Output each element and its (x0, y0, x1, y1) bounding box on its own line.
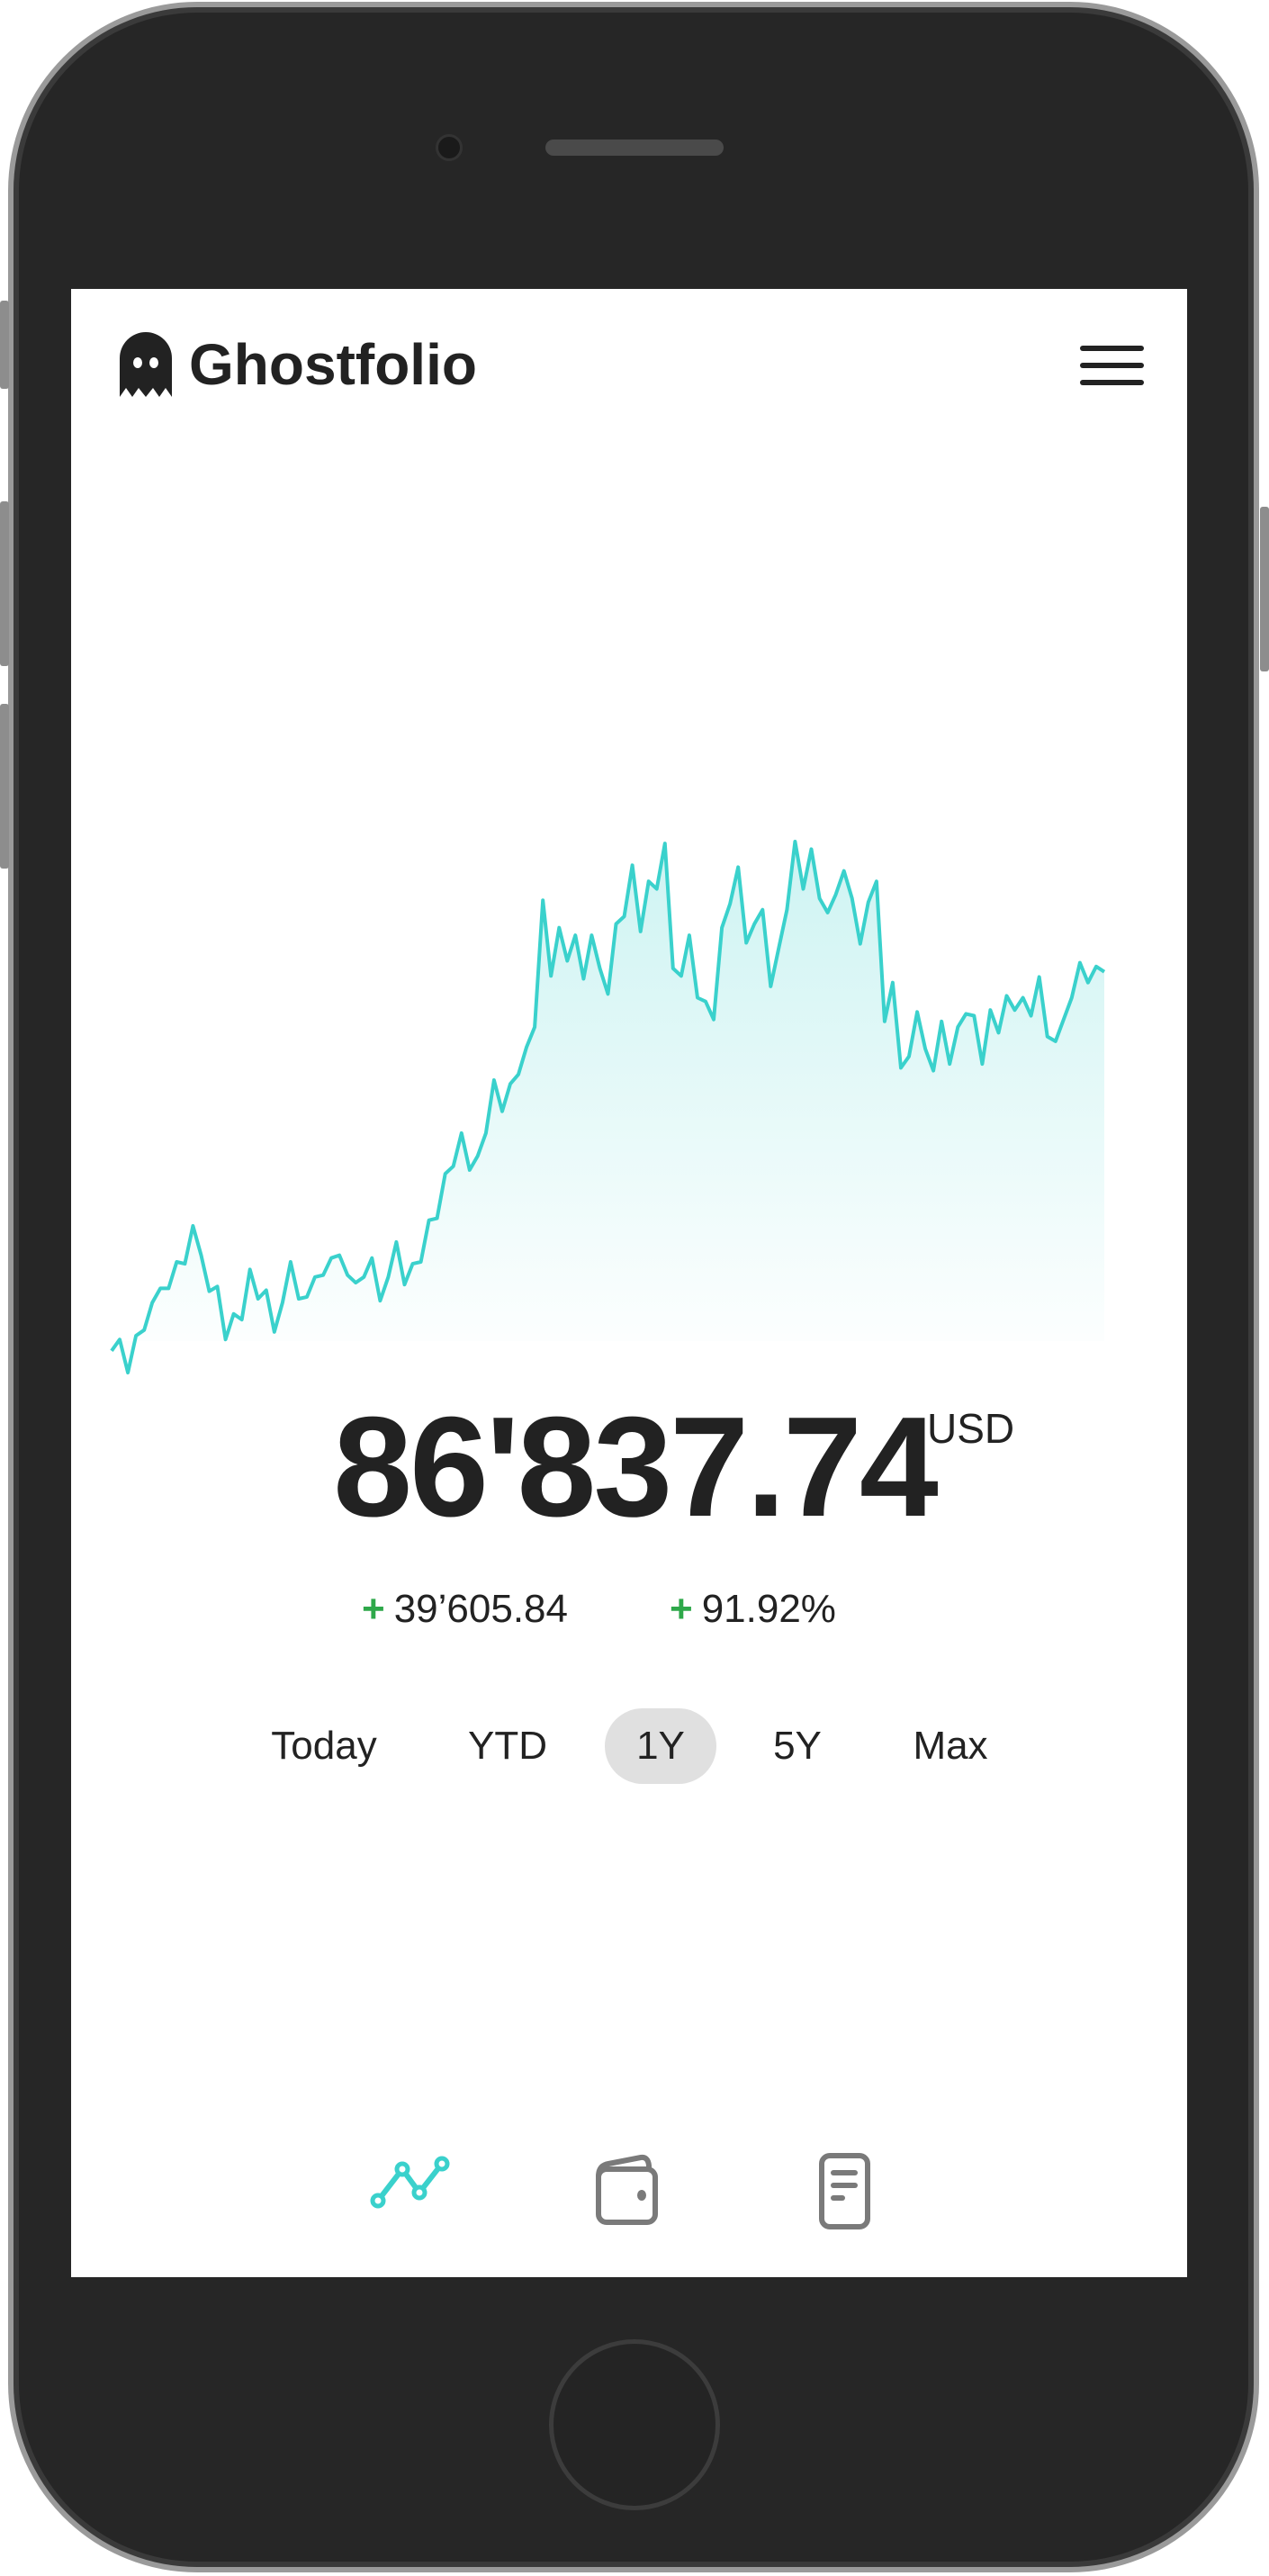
period-1y[interactable]: 1Y (605, 1708, 716, 1784)
period-ytd[interactable]: YTD (468, 1724, 547, 1768)
portfolio-chart (110, 840, 1106, 1374)
hamburger-menu-icon[interactable] (1080, 346, 1144, 385)
volume-down-button (0, 704, 9, 869)
portfolio-value: 86'837.74 (333, 1388, 939, 1546)
line-chart-icon[interactable] (367, 2149, 457, 2230)
plus-sign: + (362, 1587, 385, 1631)
earpiece-speaker (545, 140, 724, 156)
document-icon[interactable] (800, 2149, 890, 2230)
home-button[interactable] (549, 2339, 720, 2510)
currency-label: USD (927, 1405, 1015, 1452)
front-camera (436, 134, 463, 161)
change-percent: +91.92% (670, 1582, 836, 1636)
period-5y[interactable]: 5Y (773, 1724, 822, 1768)
change-percent-value: 91.92% (701, 1587, 836, 1631)
wallet-icon[interactable] (583, 2149, 673, 2230)
portfolio-value-row: 86'837.74 (0, 1377, 1269, 1557)
period-today[interactable]: Today (271, 1724, 377, 1768)
plus-sign: + (670, 1587, 693, 1631)
volume-up-button (0, 501, 9, 666)
period-max[interactable]: Max (913, 1724, 988, 1768)
mute-switch (0, 301, 9, 389)
power-button (1260, 507, 1269, 671)
change-absolute: +39’605.84 (362, 1582, 568, 1636)
chart-area-fill (112, 842, 1104, 1373)
app-title[interactable]: Ghostfolio (189, 332, 477, 397)
change-absolute-value: 39’605.84 (393, 1587, 568, 1631)
ghost-icon (120, 332, 172, 397)
chart-line (110, 840, 1106, 1374)
